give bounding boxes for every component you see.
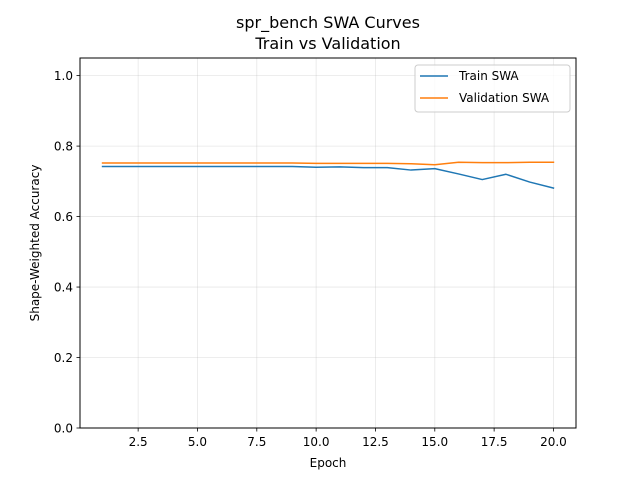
y-tick-label: 0.2 bbox=[54, 351, 73, 365]
plot-frame bbox=[79, 57, 577, 429]
y-tick-label: 1.0 bbox=[54, 69, 73, 83]
x-tick-label: 10.0 bbox=[303, 435, 330, 449]
y-tick-label: 0.6 bbox=[54, 210, 73, 224]
series-lines bbox=[101, 161, 555, 189]
y-tick-label: 0.4 bbox=[54, 281, 73, 295]
validation-swa-line bbox=[101, 161, 555, 166]
y-tick-label: 0.0 bbox=[54, 422, 73, 436]
chart-subtitle: Train vs Validation bbox=[254, 34, 400, 53]
x-tick-label: 7.5 bbox=[247, 435, 266, 449]
x-tick-label: 5.0 bbox=[188, 435, 207, 449]
x-tick-label: 2.5 bbox=[129, 435, 148, 449]
train-swa-line bbox=[101, 165, 555, 189]
x-tick-label: 15.0 bbox=[421, 435, 448, 449]
y-axis-ticks: 0.0 0.2 0.4 0.6 0.8 1.0 bbox=[54, 69, 80, 436]
x-tick-label: 17.5 bbox=[481, 435, 508, 449]
x-tick-label: 20.0 bbox=[540, 435, 567, 449]
legend-box bbox=[414, 64, 571, 113]
x-axis-ticks: 2.5 5.0 7.5 10.0 12.5 15.0 17.5 20.0 bbox=[129, 428, 567, 449]
x-tick-label: 12.5 bbox=[362, 435, 389, 449]
legend-label-train: Train SWA bbox=[458, 69, 519, 83]
legend-label-validation: Validation SWA bbox=[459, 91, 550, 105]
x-axis-label: Epoch bbox=[310, 456, 347, 470]
y-tick-label: 0.8 bbox=[54, 140, 73, 154]
y-axis-label: Shape-Weighted Accuracy bbox=[28, 165, 42, 322]
legend: Train SWA Validation SWA bbox=[414, 64, 571, 113]
chart-title: spr_bench SWA Curves bbox=[236, 13, 420, 33]
